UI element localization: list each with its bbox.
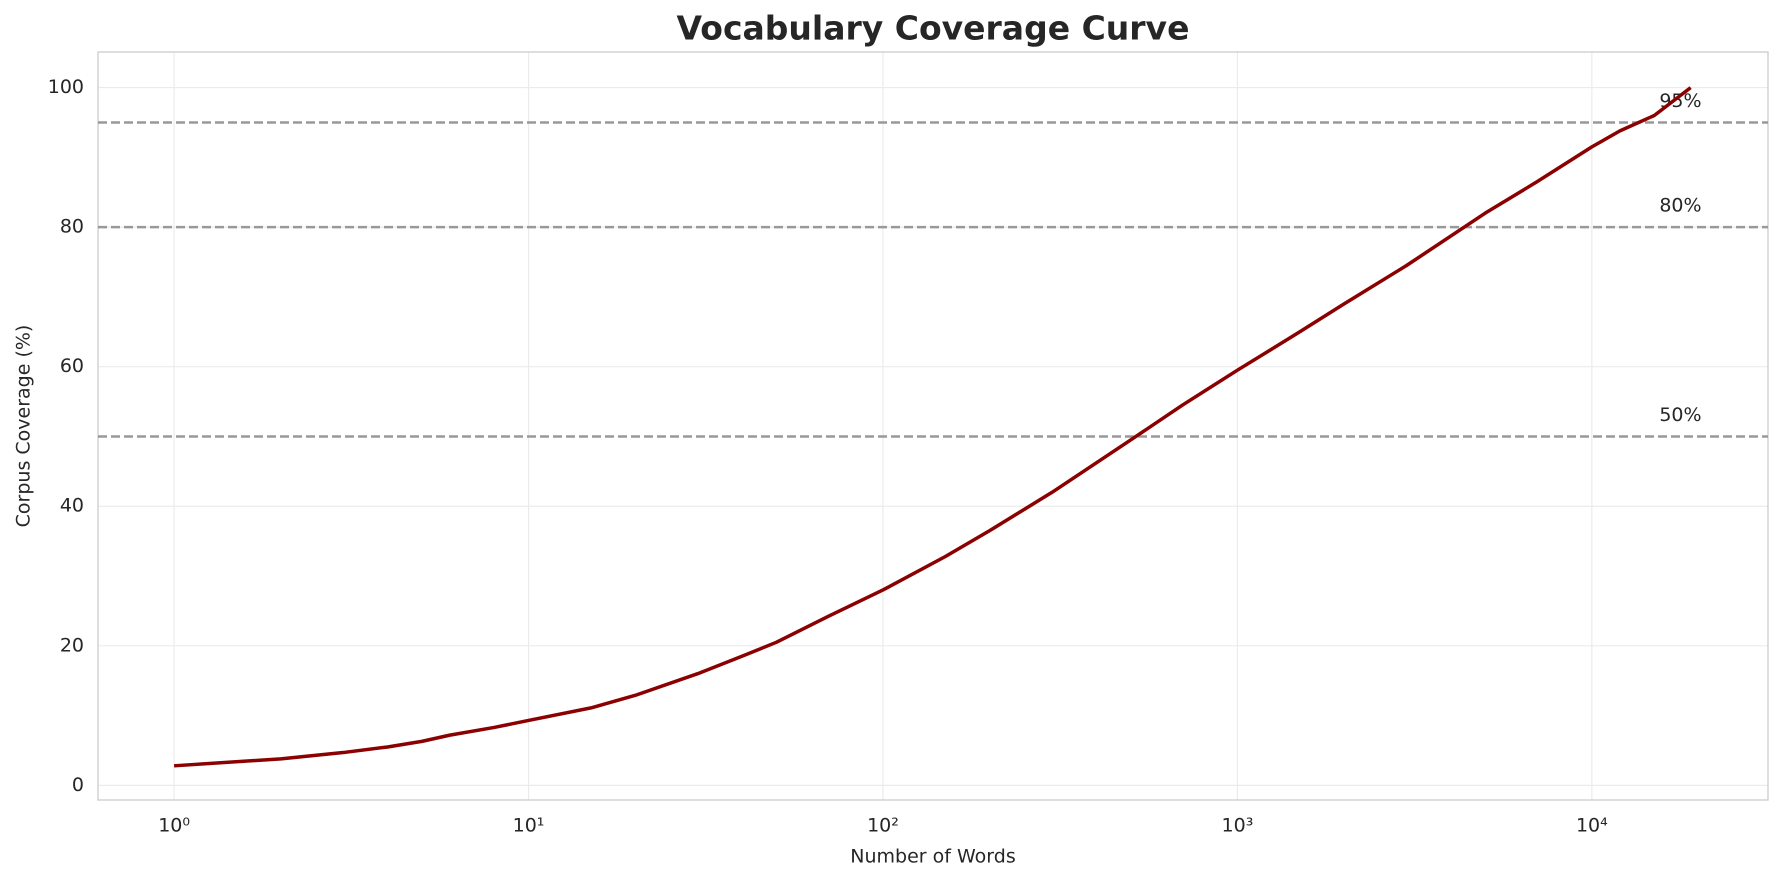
y-tick-label: 60 [60,355,84,377]
x-tick-label: 10³ [1222,815,1254,837]
y-tick-label: 80 [60,216,84,238]
plot-frame [97,51,1769,801]
reference-label: 50% [1659,404,1701,426]
data-line [173,86,1692,768]
x-tick-label: 10⁴ [1576,815,1608,837]
x-tick-label: 10⁰ [158,815,190,837]
x-tick-label: 10² [867,815,899,837]
y-tick-label: 40 [60,495,84,517]
y-tick-label: 20 [60,634,84,656]
y-tick-label: 100 [48,76,84,98]
y-tick-label: 0 [72,774,84,796]
x-tick-label: 10¹ [513,815,545,837]
reference-label: 80% [1659,195,1701,217]
chart-title: Vocabulary Coverage Curve [677,9,1190,48]
x-axis-label: Number of Words [850,846,1015,868]
reference-label: 95% [1659,90,1701,112]
y-axis-label: Corpus Coverage (%) [13,325,35,528]
